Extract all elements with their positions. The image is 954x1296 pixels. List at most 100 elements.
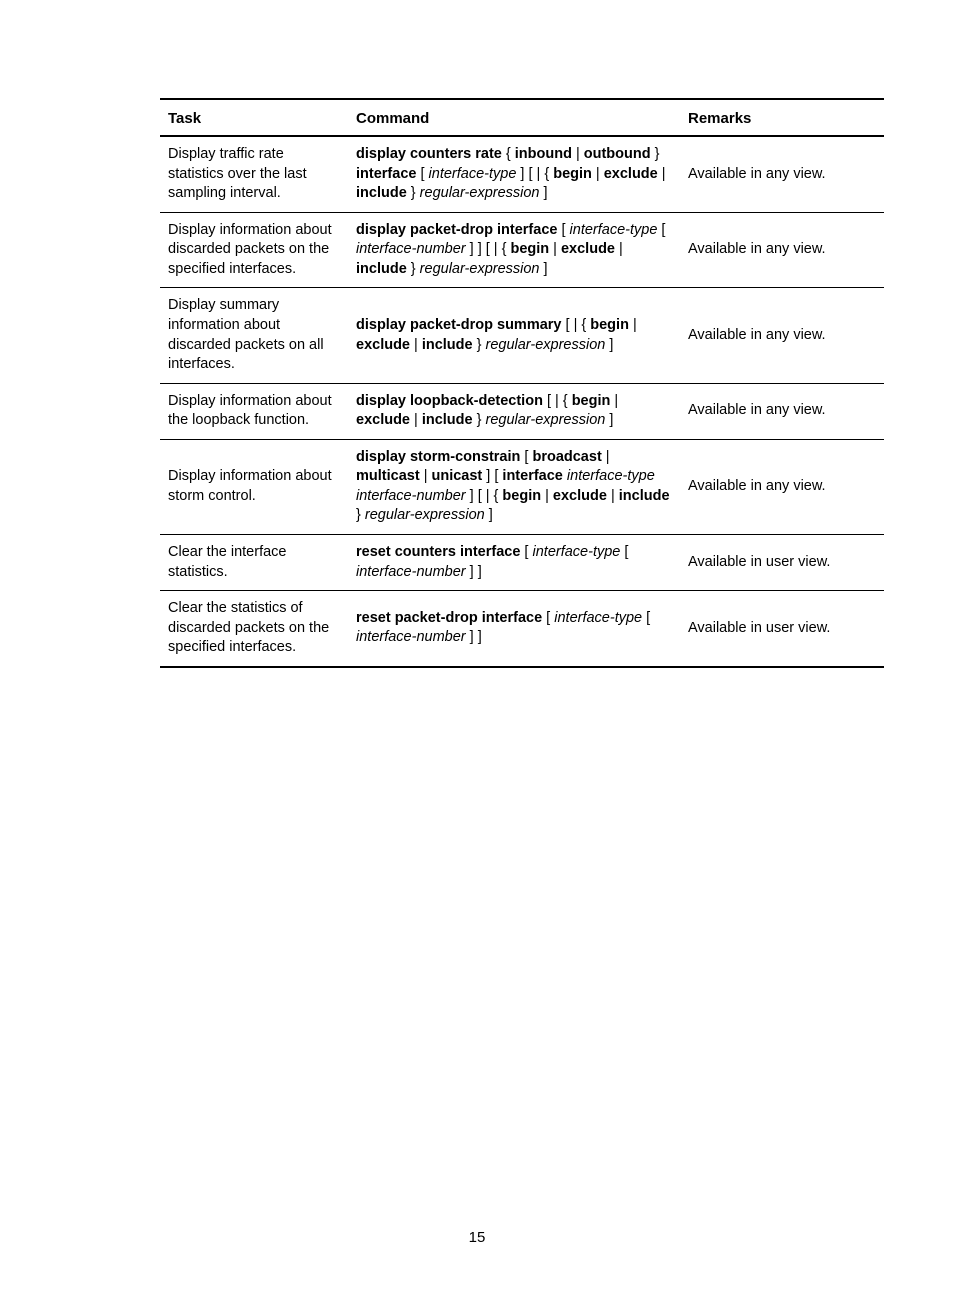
col-header-remarks: Remarks xyxy=(680,99,884,136)
cmd-text: | xyxy=(592,166,604,182)
cmd-keyword: display packet-drop summary xyxy=(356,317,562,333)
cmd-keyword: begin xyxy=(590,317,629,333)
cmd-keyword: interface xyxy=(356,166,416,182)
cmd-text: [ xyxy=(642,610,650,626)
table-row: Display information about discarded pack… xyxy=(160,212,884,288)
cmd-keyword: include xyxy=(422,412,473,428)
cmd-arg: regular-expression xyxy=(486,412,606,428)
cmd-arg: interface-type xyxy=(533,544,621,560)
cmd-keyword: begin xyxy=(553,166,592,182)
table-row: Clear the interface statistics.reset cou… xyxy=(160,535,884,591)
cmd-keyword: display loopback-detection xyxy=(356,393,543,409)
cmd-keyword: begin xyxy=(572,393,611,409)
table-row: Display summary information about discar… xyxy=(160,288,884,383)
cmd-keyword: exclude xyxy=(553,488,607,504)
cmd-text: } xyxy=(651,146,660,162)
cmd-text: ] ] xyxy=(466,629,482,645)
cmd-text: } xyxy=(407,185,420,201)
col-header-command: Command xyxy=(348,99,680,136)
cmd-arg: interface-type xyxy=(567,468,655,484)
cmd-text: | xyxy=(602,449,610,465)
cell-task: Display summary information about discar… xyxy=(160,288,348,383)
cell-remarks: Available in user view. xyxy=(680,591,884,667)
cmd-arg: interface-type xyxy=(554,610,642,626)
cmd-keyword: exclude xyxy=(356,337,410,353)
cmd-keyword: exclude xyxy=(356,412,410,428)
cmd-text: ] ] xyxy=(466,564,482,580)
cmd-keyword: begin xyxy=(510,241,549,257)
cmd-text: | xyxy=(610,393,618,409)
cmd-text: | xyxy=(629,317,637,333)
table-row: Display information about storm control.… xyxy=(160,439,884,534)
page: Task Command Remarks Display traffic rat… xyxy=(0,0,954,1296)
cmd-text: [ xyxy=(657,222,665,238)
cmd-text: ] [ xyxy=(482,468,502,484)
cell-command: reset packet-drop interface [ interface-… xyxy=(348,591,680,667)
cmd-text: ] [ | { xyxy=(466,488,503,504)
cmd-text: } xyxy=(473,412,486,428)
cmd-text: } xyxy=(407,261,420,277)
col-header-task: Task xyxy=(160,99,348,136)
cmd-arg: interface-type xyxy=(570,222,658,238)
cmd-keyword: exclude xyxy=(561,241,615,257)
cmd-text: ] ] [ | { xyxy=(466,241,511,257)
cmd-text: [ | { xyxy=(543,393,572,409)
cmd-keyword: inbound xyxy=(515,146,572,162)
cmd-text: | xyxy=(658,166,666,182)
cmd-text: [ xyxy=(557,222,569,238)
cmd-text: [ xyxy=(620,544,628,560)
cmd-text: | xyxy=(420,468,432,484)
cell-task: Clear the statistics of discarded packet… xyxy=(160,591,348,667)
cell-task: Display information about discarded pack… xyxy=(160,212,348,288)
cell-task: Display information about the loopback f… xyxy=(160,383,348,439)
cell-remarks: Available in any view. xyxy=(680,212,884,288)
cmd-keyword: reset packet-drop interface xyxy=(356,610,542,626)
cmd-keyword: unicast xyxy=(432,468,483,484)
cmd-text: { xyxy=(502,146,515,162)
cmd-arg: interface-type xyxy=(429,166,517,182)
cmd-text: ] xyxy=(540,185,548,201)
command-table: Task Command Remarks Display traffic rat… xyxy=(160,98,884,668)
cmd-arg: regular-expression xyxy=(420,185,540,201)
cell-remarks: Available in any view. xyxy=(680,288,884,383)
cmd-text: ] xyxy=(605,337,613,353)
cell-command: display storm-constrain [ broadcast | mu… xyxy=(348,439,680,534)
cmd-text: | xyxy=(410,337,422,353)
cell-task: Clear the interface statistics. xyxy=(160,535,348,591)
cmd-arg: interface-number xyxy=(356,488,466,504)
cmd-text: ] [ | { xyxy=(516,166,553,182)
cmd-keyword: outbound xyxy=(584,146,651,162)
cmd-text: ] xyxy=(485,507,493,523)
cmd-text: ] xyxy=(605,412,613,428)
page-number: 15 xyxy=(0,1229,954,1246)
table-body: Display traffic rate statistics over the… xyxy=(160,136,884,667)
cmd-keyword: multicast xyxy=(356,468,420,484)
cell-command: display packet-drop interface [ interfac… xyxy=(348,212,680,288)
cmd-text: [ xyxy=(520,449,532,465)
cmd-keyword: reset counters interface xyxy=(356,544,520,560)
cmd-arg: regular-expression xyxy=(486,337,606,353)
cmd-arg: interface-number xyxy=(356,241,466,257)
cell-remarks: Available in user view. xyxy=(680,535,884,591)
cmd-keyword: display counters rate xyxy=(356,146,502,162)
cmd-keyword: exclude xyxy=(604,166,658,182)
cmd-arg: regular-expression xyxy=(420,261,540,277)
cell-remarks: Available in any view. xyxy=(680,136,884,212)
table-row: Display traffic rate statistics over the… xyxy=(160,136,884,212)
cell-command: display counters rate { inbound | outbou… xyxy=(348,136,680,212)
cmd-keyword: interface xyxy=(502,468,562,484)
cmd-keyword: include xyxy=(356,185,407,201)
cmd-text: [ | { xyxy=(562,317,591,333)
cmd-keyword: display packet-drop interface xyxy=(356,222,557,238)
cell-command: display packet-drop summary [ | { begin … xyxy=(348,288,680,383)
cmd-text: ] xyxy=(540,261,548,277)
table-header-row: Task Command Remarks xyxy=(160,99,884,136)
cmd-keyword: display storm-constrain xyxy=(356,449,520,465)
cmd-arg: interface-number xyxy=(356,564,466,580)
cmd-text: [ xyxy=(542,610,554,626)
table-row: Clear the statistics of discarded packet… xyxy=(160,591,884,667)
table-row: Display information about the loopback f… xyxy=(160,383,884,439)
cell-remarks: Available in any view. xyxy=(680,383,884,439)
cell-command: reset counters interface [ interface-typ… xyxy=(348,535,680,591)
cell-task: Display traffic rate statistics over the… xyxy=(160,136,348,212)
